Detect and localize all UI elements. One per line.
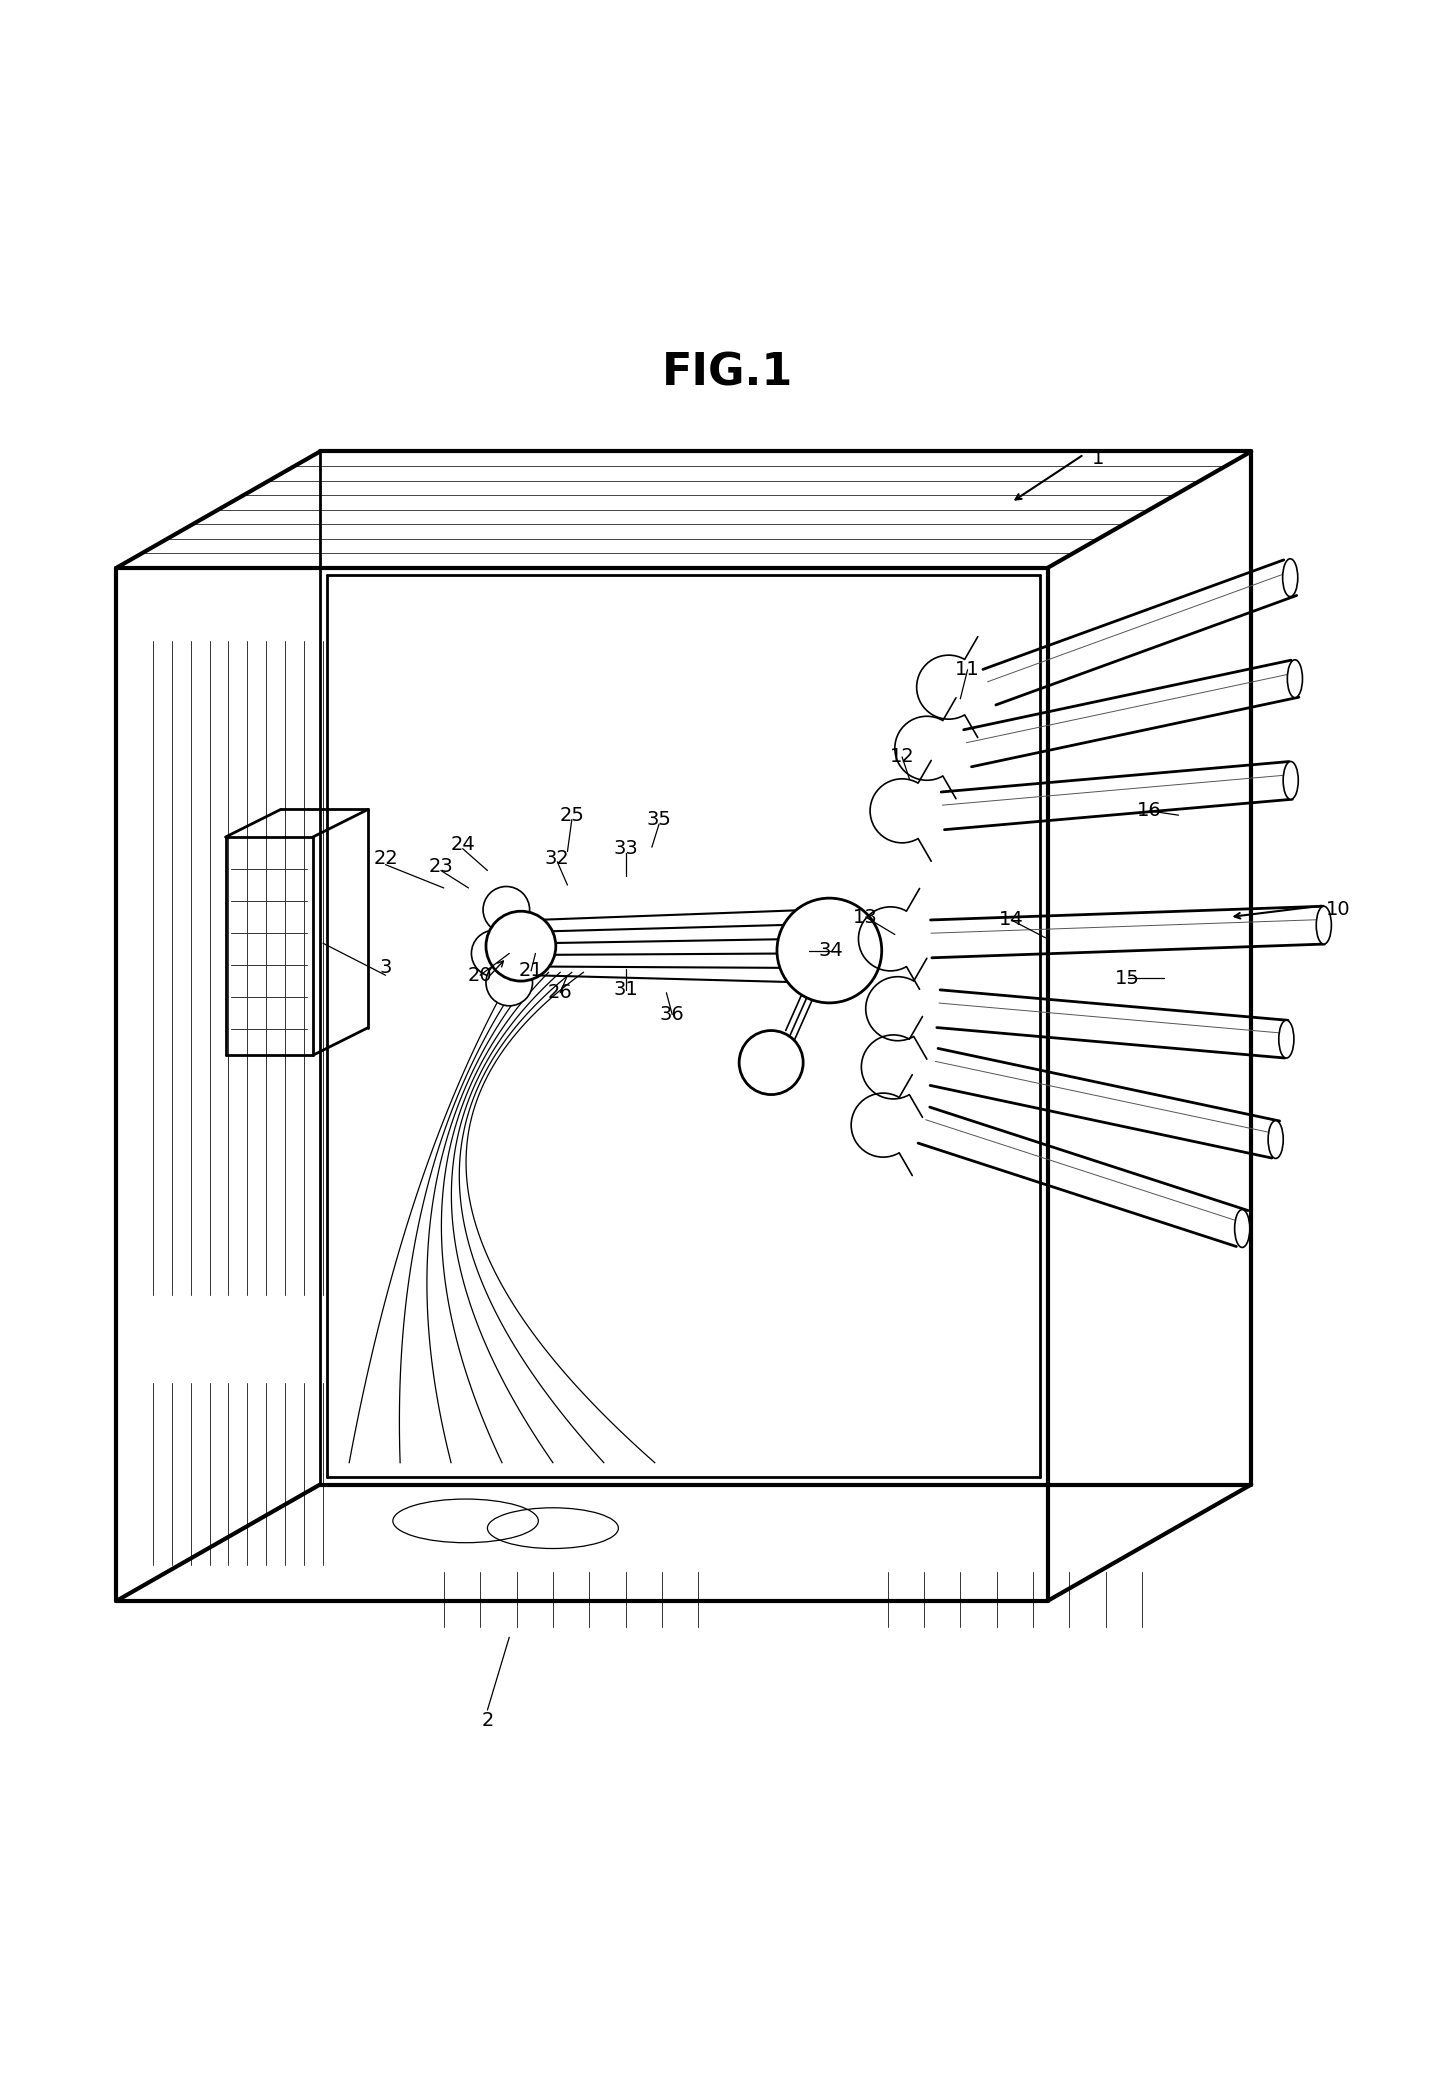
Circle shape [486, 960, 533, 1006]
Text: 21: 21 [518, 962, 544, 981]
Text: 10: 10 [1327, 901, 1350, 920]
Text: 22: 22 [372, 849, 399, 868]
Text: 15: 15 [1115, 968, 1141, 987]
Text: 11: 11 [954, 660, 981, 679]
Circle shape [471, 931, 518, 977]
Circle shape [739, 1031, 803, 1094]
Ellipse shape [1288, 660, 1302, 698]
Circle shape [486, 912, 556, 981]
Text: 24: 24 [450, 834, 476, 853]
Text: 14: 14 [998, 910, 1024, 929]
Text: 35: 35 [646, 809, 672, 830]
Ellipse shape [1235, 1209, 1250, 1247]
Ellipse shape [1279, 1021, 1293, 1058]
Ellipse shape [1317, 905, 1331, 943]
Text: 31: 31 [613, 981, 639, 1000]
Text: 26: 26 [547, 983, 573, 1002]
Text: 3: 3 [380, 958, 391, 977]
Text: 32: 32 [544, 849, 570, 868]
Text: 13: 13 [853, 908, 879, 926]
Circle shape [777, 897, 882, 1002]
Text: FIG.1: FIG.1 [662, 352, 793, 394]
Text: 20: 20 [469, 966, 492, 985]
Text: 2: 2 [482, 1710, 493, 1729]
Text: 33: 33 [613, 838, 639, 857]
Text: 25: 25 [559, 805, 585, 824]
Ellipse shape [1269, 1121, 1283, 1159]
Text: 12: 12 [889, 748, 915, 767]
Circle shape [483, 887, 530, 933]
Text: 16: 16 [1136, 801, 1163, 820]
Ellipse shape [1283, 560, 1298, 597]
Text: 23: 23 [428, 857, 454, 876]
Ellipse shape [1283, 761, 1298, 799]
Text: 36: 36 [659, 1006, 685, 1025]
Text: 34: 34 [818, 941, 844, 960]
Text: 1: 1 [1093, 449, 1104, 467]
